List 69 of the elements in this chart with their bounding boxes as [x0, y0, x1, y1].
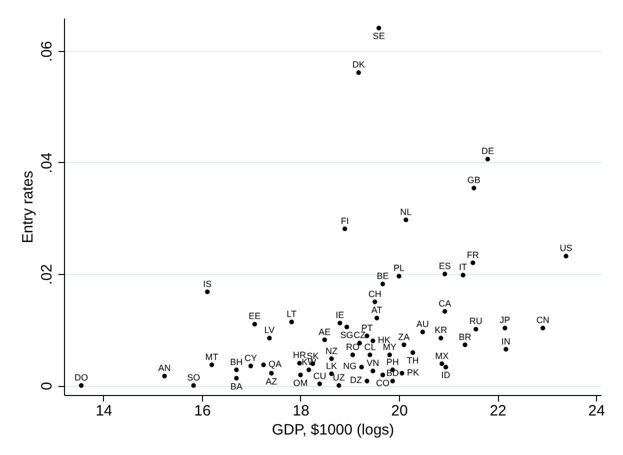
x-tick-label: 24	[588, 402, 605, 420]
data-label: LT	[286, 308, 298, 319]
data-label: IT	[459, 262, 468, 272]
data-label: FI	[340, 216, 349, 226]
data-label: CY	[244, 353, 257, 363]
data-label: CZ	[354, 330, 366, 340]
data-label: VN	[366, 358, 380, 368]
data-label: FR	[466, 250, 480, 260]
data-label: BE	[376, 271, 389, 282]
data-label: AN	[158, 363, 171, 374]
y-axis-title: Entry rates	[20, 170, 36, 244]
x-tick-label: 18	[292, 402, 310, 420]
data-label: ES	[438, 260, 451, 271]
y-tick-label: .06	[38, 40, 56, 62]
data-label: SG	[340, 330, 354, 340]
x-tick-label: 22	[490, 402, 506, 420]
data-label: IE	[336, 310, 344, 320]
data-label: DZ	[350, 375, 362, 386]
data-label: DK	[352, 60, 365, 70]
data-label: SO	[187, 372, 200, 383]
data-label: OM	[293, 378, 308, 388]
data-label: LV	[264, 325, 275, 336]
x-tick-label: 16	[194, 402, 211, 420]
data-label: BA	[230, 381, 242, 392]
data-label: CO	[376, 378, 390, 388]
data-label: JP	[500, 315, 510, 326]
data-label: BH	[230, 356, 243, 367]
data-label: CA	[438, 298, 452, 308]
data-label: BR	[458, 332, 472, 342]
data-label: PT	[361, 322, 374, 333]
data-label: NZ	[326, 346, 338, 356]
x-tick-label: 20	[391, 402, 408, 420]
data-label: TH	[406, 356, 419, 366]
data-label: DO	[74, 372, 88, 383]
data-label: CU	[313, 370, 326, 381]
data-label: US	[560, 243, 572, 254]
data-label: NG	[343, 361, 357, 372]
data-label: AZ	[266, 376, 278, 386]
data-label: IS	[203, 278, 212, 289]
data-label: AT	[371, 305, 383, 316]
data-label: ID	[441, 370, 451, 380]
y-tick-label: .02	[38, 264, 56, 285]
data-label: LK	[326, 360, 338, 371]
data-label: CH	[368, 288, 382, 299]
data-label: ZA	[398, 332, 410, 342]
data-label: CN	[536, 315, 550, 326]
data-label: AU	[416, 318, 429, 329]
y-tick-label: .04	[38, 152, 56, 174]
x-tick-label: 14	[96, 402, 112, 420]
data-label: CL	[364, 342, 376, 352]
data-label: KR	[434, 325, 448, 336]
data-label: QA	[268, 358, 282, 369]
y-tick-label: 0	[38, 382, 56, 390]
x-axis-title: GDP, $1000 (logs)	[272, 422, 394, 438]
data-label: PL	[394, 263, 405, 274]
data-label: IN	[501, 336, 510, 346]
data-label: EE	[248, 311, 261, 322]
data-label: MT	[205, 352, 219, 362]
data-label: RU	[469, 316, 482, 326]
data-label: PH	[386, 356, 399, 367]
data-label: RO	[346, 342, 360, 352]
data-label: UZ	[332, 372, 346, 383]
data-label: MX	[435, 350, 449, 361]
data-label: GB	[467, 175, 480, 186]
data-label: NL	[400, 206, 412, 217]
data-label: AE	[318, 326, 331, 337]
data-label: SE	[372, 31, 385, 42]
data-label: PK	[406, 367, 419, 378]
data-label: DE	[481, 146, 494, 156]
